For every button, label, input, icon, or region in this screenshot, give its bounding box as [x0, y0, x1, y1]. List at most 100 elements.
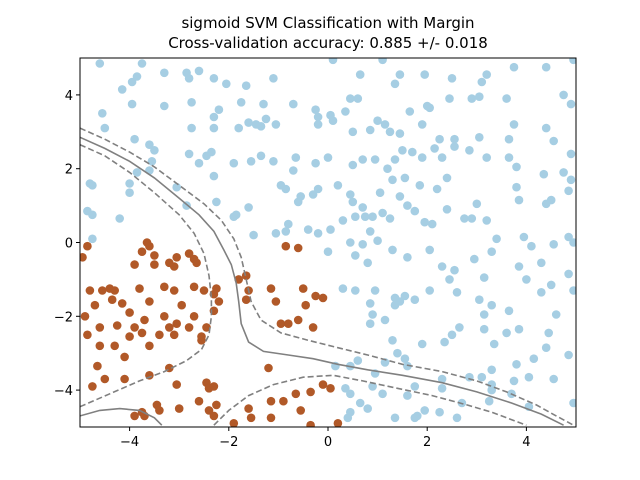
data-point — [145, 166, 154, 175]
data-point — [328, 116, 338, 125]
data-point — [403, 391, 412, 400]
data-point — [546, 195, 556, 205]
data-point — [358, 240, 368, 249]
data-point — [569, 286, 576, 295]
data-point — [328, 58, 338, 65]
data-point — [311, 158, 320, 168]
data-point — [341, 384, 350, 393]
data-point — [388, 336, 397, 345]
data-point — [246, 413, 256, 423]
data-point — [487, 300, 497, 310]
data-point — [502, 328, 511, 338]
data-point — [189, 282, 199, 292]
data-point — [351, 286, 360, 295]
data-point — [214, 105, 224, 114]
data-point — [187, 98, 196, 107]
data-point — [437, 384, 447, 393]
data-point — [147, 157, 157, 166]
data-point — [435, 134, 444, 144]
data-point — [375, 188, 385, 197]
data-point — [442, 205, 452, 214]
data-point — [482, 153, 492, 162]
data-point — [172, 319, 181, 329]
data-point — [385, 127, 395, 137]
data-point — [110, 286, 119, 295]
data-point — [551, 310, 561, 319]
data-point — [400, 354, 410, 364]
data-point — [229, 419, 239, 427]
data-point — [80, 253, 87, 262]
data-point — [378, 58, 387, 65]
data-point — [487, 365, 497, 375]
data-point — [189, 312, 199, 321]
data-point — [281, 227, 291, 236]
data-point — [479, 310, 489, 319]
data-point — [284, 319, 293, 329]
data-point — [465, 146, 474, 155]
axes: −4 −2 0 2 4 −4 −2 0 2 4 — [54, 89, 531, 450]
data-point — [333, 181, 343, 190]
data-point — [420, 70, 430, 79]
data-point — [358, 203, 368, 212]
data-point — [88, 234, 97, 244]
data-point — [313, 229, 323, 238]
decision-boundary-line — [80, 136, 564, 426]
data-point — [160, 282, 169, 292]
data-point — [187, 123, 196, 133]
margin-line — [80, 127, 574, 426]
data-point — [437, 374, 447, 384]
data-point — [346, 389, 355, 399]
data-point — [249, 230, 258, 240]
data-point — [197, 332, 206, 341]
data-point — [569, 58, 576, 65]
data-point — [150, 146, 159, 155]
data-point — [172, 252, 181, 262]
data-point — [256, 151, 266, 161]
data-point — [90, 300, 100, 310]
data-point — [447, 74, 457, 83]
data-point — [120, 374, 129, 384]
data-point — [425, 245, 435, 255]
data-point — [400, 291, 410, 301]
data-point — [348, 127, 358, 137]
y-tick-label: 0 — [65, 237, 73, 252]
data-point — [432, 184, 442, 194]
data-point — [549, 240, 558, 249]
data-point — [415, 181, 425, 190]
data-point — [107, 295, 117, 305]
data-point — [184, 323, 194, 332]
data-point — [293, 243, 303, 253]
data-point — [194, 66, 204, 76]
data-point — [160, 68, 169, 78]
data-point — [298, 284, 308, 293]
data-point — [373, 116, 382, 125]
data-point — [266, 396, 276, 406]
data-point — [209, 74, 219, 83]
x-tick-label: −2 — [219, 435, 238, 450]
data-point — [125, 308, 134, 317]
data-point — [417, 339, 427, 349]
data-point — [365, 319, 375, 329]
data-point — [236, 98, 246, 107]
data-point — [420, 217, 430, 227]
data-point — [83, 330, 92, 340]
data-point — [296, 406, 306, 415]
data-point — [318, 380, 328, 389]
data-point — [229, 212, 239, 221]
data-point — [445, 275, 454, 284]
data-point — [291, 389, 301, 399]
data-point — [385, 214, 395, 223]
data-point — [115, 214, 124, 223]
data-point — [80, 312, 90, 321]
data-point — [437, 153, 447, 162]
data-point — [537, 258, 546, 268]
data-point — [313, 112, 323, 122]
data-point — [437, 262, 447, 271]
data-point — [110, 341, 119, 351]
data-point — [209, 171, 219, 181]
data-point — [527, 241, 536, 251]
data-point — [93, 361, 102, 371]
data-point — [306, 387, 315, 397]
data-point — [132, 168, 142, 177]
data-point — [430, 144, 439, 153]
